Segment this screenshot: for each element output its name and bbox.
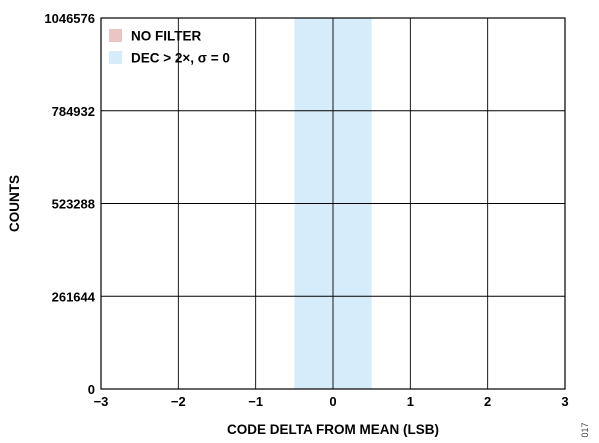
y-axis-title: COUNTS (7, 175, 22, 232)
x-tick-label: −1 (248, 394, 263, 409)
legend-swatch (109, 29, 122, 42)
legend: NO FILTER DEC > 2×, σ = 0 (109, 29, 230, 66)
plot-frame (100, 17, 566, 390)
x-tick-label: 1 (407, 394, 414, 409)
x-tick-label: 2 (484, 394, 491, 409)
legend-label: DEC > 2×, σ = 0 (131, 51, 230, 66)
y-tick-labels: 0 261644 523288 784932 1046576 (44, 11, 95, 397)
x-tick-label: 3 (561, 394, 568, 409)
grid-layer (101, 18, 565, 389)
x-tick-label: −2 (171, 394, 186, 409)
x-axis-title: CODE DELTA FROM MEAN (LSB) (227, 422, 439, 437)
legend-swatch (109, 51, 122, 64)
legend-label: NO FILTER (131, 29, 201, 44)
y-tick-label: 261644 (52, 289, 96, 304)
figure-id: 017 (580, 422, 590, 437)
y-tick-label: 784932 (52, 104, 95, 119)
x-tick-label: 0 (329, 394, 336, 409)
y-tick-label: 523288 (52, 197, 95, 212)
y-tick-label: 0 (88, 382, 95, 397)
x-tick-labels: −3 −2 −1 0 1 2 3 (94, 394, 569, 409)
y-tick-label: 1046576 (44, 11, 95, 26)
x-tick-label: −3 (94, 394, 109, 409)
